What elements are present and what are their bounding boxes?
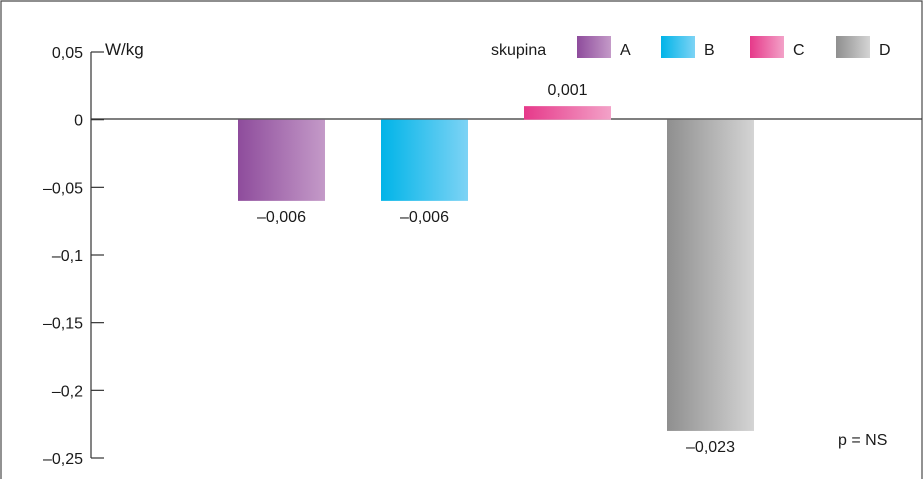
y-tick-label: 0	[74, 113, 83, 130]
y-tick-label: –0,1	[52, 248, 83, 265]
bar-c	[524, 106, 611, 120]
legend-label-d: D	[879, 42, 891, 59]
legend-label-b: B	[704, 42, 715, 59]
y-tick-label: –0,05	[43, 180, 83, 197]
legend-label-a: A	[620, 42, 631, 59]
unit-label: W/kg	[105, 40, 144, 59]
legend-swatch-a	[577, 36, 611, 58]
y-tick-label: 0,05	[52, 45, 83, 62]
legend-swatch-b	[661, 36, 695, 58]
p-value-annotation: p = NS	[838, 432, 887, 449]
bar-b	[381, 119, 468, 201]
y-tick-label: –0,2	[52, 383, 83, 400]
y-tick-label: –0,25	[43, 451, 83, 468]
data-labels: –0,006 –0,006 0,001 –0,023	[257, 82, 735, 456]
y-ticks: 0,05 0 –0,05 –0,1 –0,15 –0,2 –0,25	[43, 45, 104, 468]
bars	[238, 106, 754, 431]
data-label-a: –0,006	[257, 209, 306, 226]
legend-title: skupina	[491, 42, 546, 59]
legend: skupina A B C D	[491, 36, 891, 59]
bar-d	[667, 119, 754, 431]
y-tick-label: –0,15	[43, 316, 83, 333]
legend-swatch-c	[750, 36, 784, 58]
bar-a	[238, 119, 325, 201]
legend-label-c: C	[793, 42, 805, 59]
data-label-b: –0,006	[400, 209, 449, 226]
legend-swatch-d	[836, 36, 870, 58]
data-label-c: 0,001	[547, 82, 587, 99]
data-label-d: –0,023	[686, 439, 735, 456]
